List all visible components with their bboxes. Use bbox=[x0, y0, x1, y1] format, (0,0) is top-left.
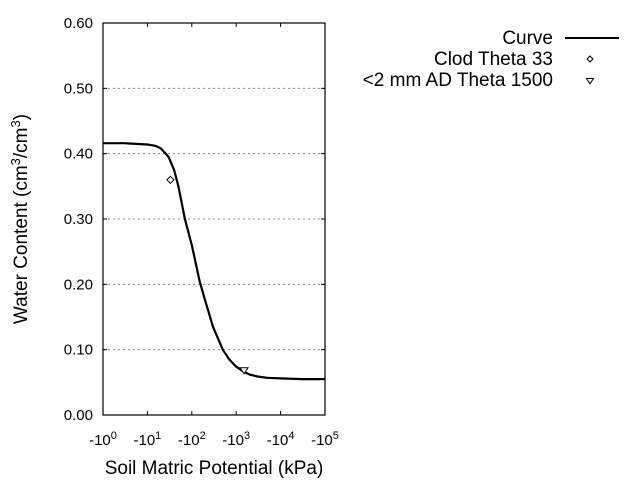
y-axis-ticks: 0.00 0.10 0.20 0.30 0.40 0.50 0.60 bbox=[64, 15, 325, 424]
y-tick-label: 0.40 bbox=[64, 146, 93, 163]
x-tick-label: -101 bbox=[133, 430, 161, 449]
diamond-marker bbox=[586, 55, 594, 63]
x-tick-label: -104 bbox=[267, 430, 295, 449]
x-axis-title: Soil Matric Potential (kPa) bbox=[105, 458, 324, 479]
y-tick-label: 0.50 bbox=[64, 80, 93, 97]
y-tick-label: 0.60 bbox=[64, 15, 93, 32]
x-tick-label: -102 bbox=[178, 430, 206, 449]
y-axis-title: Water Content (cm3/cm3) bbox=[8, 114, 32, 324]
y-tick-label: 0.00 bbox=[64, 407, 93, 424]
x-tick-label: -105 bbox=[311, 430, 339, 449]
data-markers bbox=[166, 175, 249, 375]
diamond-marker bbox=[166, 175, 175, 185]
x-tick-label: -100 bbox=[89, 430, 117, 449]
gridlines bbox=[103, 87, 325, 351]
x-tick-label: -103 bbox=[222, 430, 250, 449]
y-tick-label: 0.30 bbox=[64, 211, 93, 228]
y-tick-label: 0.10 bbox=[64, 342, 93, 359]
curve-line bbox=[103, 142, 325, 381]
y-tick-label: 0.20 bbox=[64, 276, 93, 293]
legend-label: Curve bbox=[502, 28, 553, 49]
plot-frame bbox=[102, 22, 326, 416]
legend-label: Clod Theta 33 bbox=[434, 49, 553, 70]
legend-label: <2 mm AD Theta 1500 bbox=[363, 70, 553, 91]
x-axis-ticks: -100 -101 -102 -103 -104 -105 bbox=[89, 23, 339, 449]
triangle-down-marker bbox=[585, 78, 595, 85]
triangle-down-marker bbox=[239, 367, 249, 375]
